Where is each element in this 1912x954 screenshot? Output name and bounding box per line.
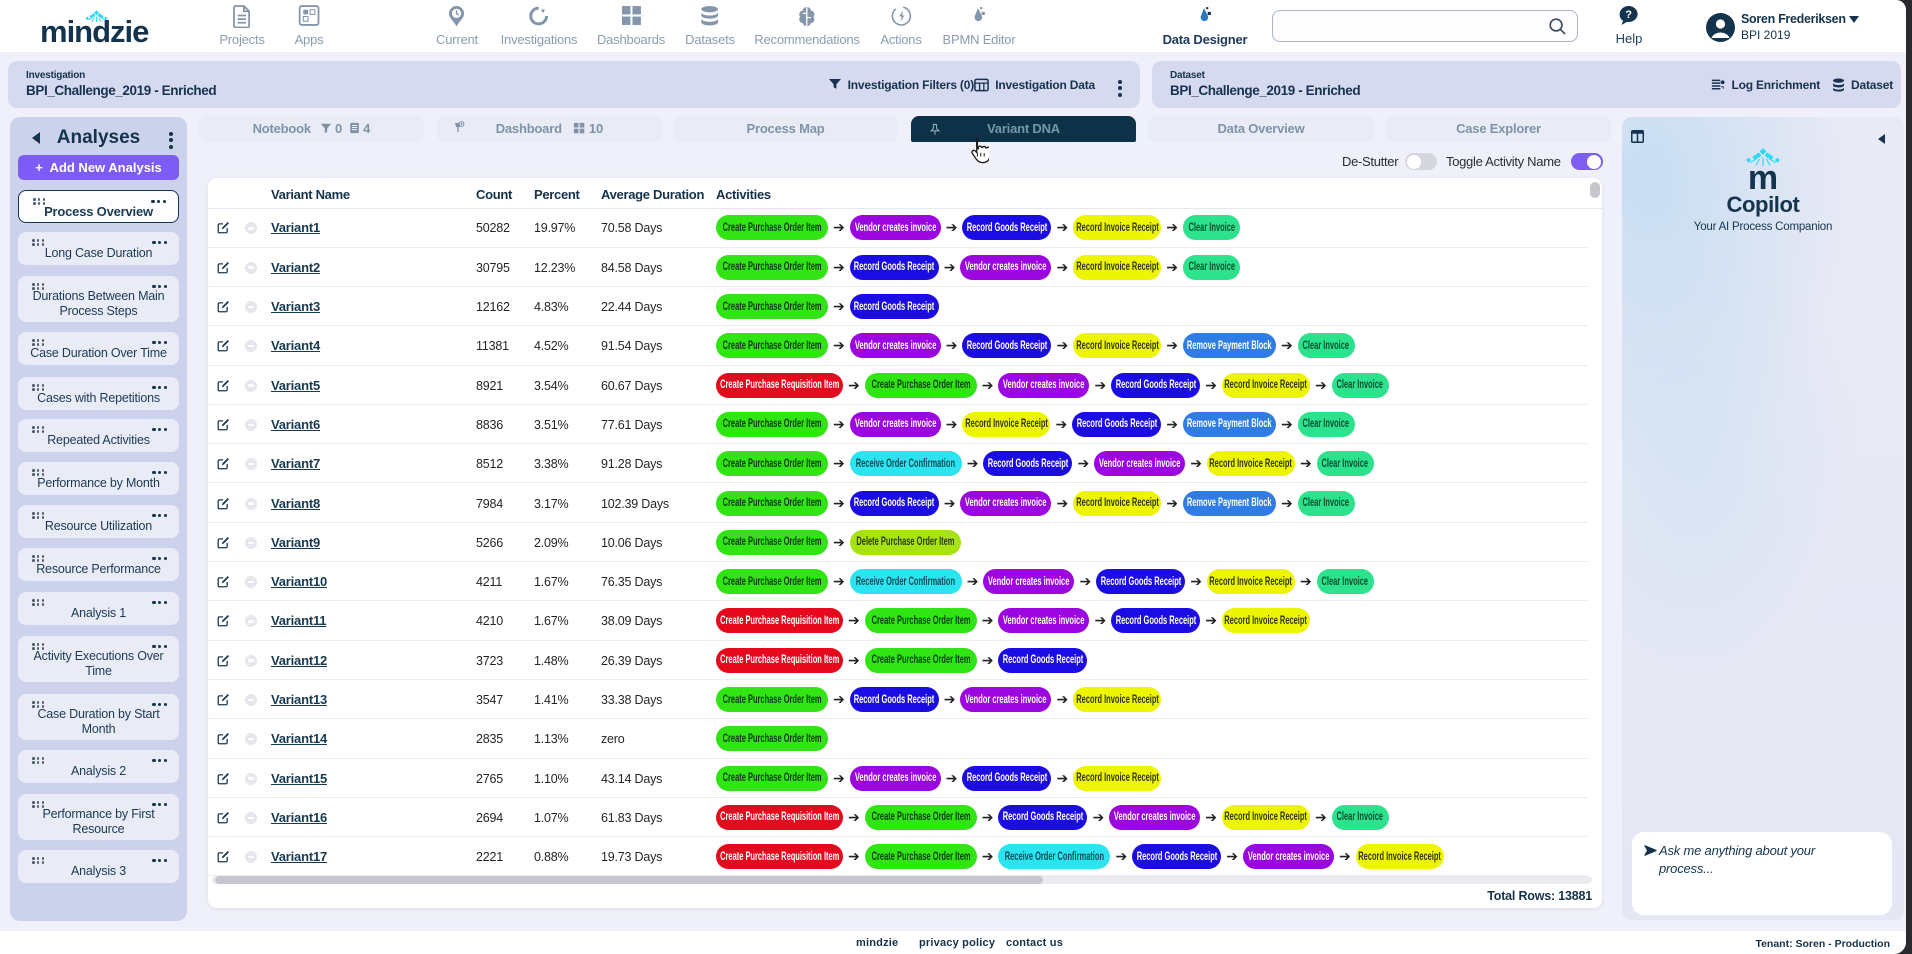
svg-text:?: ? [1626, 9, 1633, 21]
